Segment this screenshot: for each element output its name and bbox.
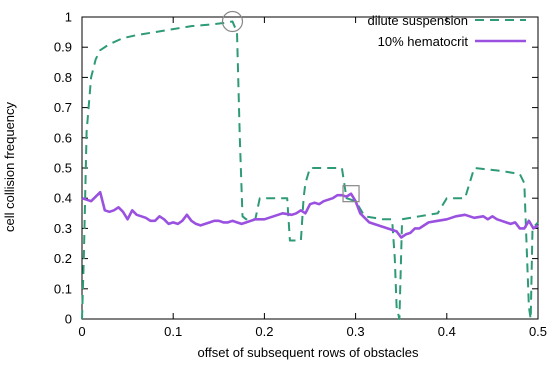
y-axis-ticks: 0 0.1 0.2 0.3 0.4 0.5 0.6 0.7 0.8 0.9 1: [54, 10, 538, 327]
legend: dilute suspension 10% hematocrit: [368, 13, 526, 49]
y-axis-label: cell collision frequency: [2, 101, 17, 232]
y-tick-label: 0: [65, 312, 72, 327]
y-tick-label: 0.3: [54, 221, 72, 236]
x-axis-ticks: 0 0.1 0.2 0.3 0.4 0.5: [78, 17, 547, 339]
x-tick-label: 0.2: [255, 324, 273, 339]
y-tick-label: 0.9: [54, 40, 72, 55]
legend-label-10-hematocrit: 10% hematocrit: [378, 34, 469, 49]
marker-layer: [221, 10, 360, 203]
x-axis-label: offset of subsequent rows of obstacles: [198, 345, 419, 360]
series-layer: [81, 20, 539, 320]
highlight-circle-marker: [221, 10, 244, 33]
highlight-square-marker: [342, 185, 360, 203]
y-tick-label: 1: [65, 10, 72, 25]
series-line-dilute-suspension: [81, 20, 539, 320]
y-tick-label: 0.1: [54, 281, 72, 296]
y-tick-label: 0.2: [54, 251, 72, 266]
y-tick-label: 0.4: [54, 191, 72, 206]
y-tick-label: 0.7: [54, 100, 72, 115]
y-tick-label: 0.6: [54, 130, 72, 145]
legend-label-dilute-suspension: dilute suspension: [368, 13, 468, 28]
x-tick-label: 0.1: [164, 324, 182, 339]
plot-frame: [81, 16, 539, 320]
series-line-10-hematocrit: [81, 190, 539, 239]
x-tick-label: 0.3: [347, 324, 365, 339]
x-tick-label: 0.4: [438, 324, 456, 339]
y-tick-label: 0.8: [54, 70, 72, 85]
y-tick-label: 0.5: [54, 161, 72, 176]
x-tick-label: 0: [78, 324, 85, 339]
x-tick-label: 0.5: [529, 324, 547, 339]
plot-border: [81, 16, 539, 320]
